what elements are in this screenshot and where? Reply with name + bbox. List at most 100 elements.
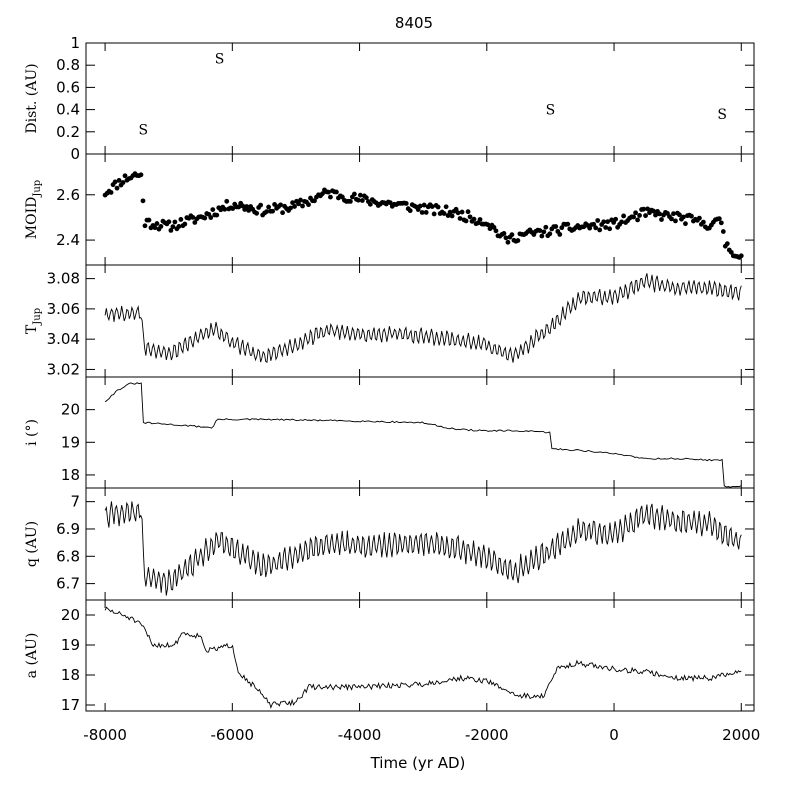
data-point bbox=[720, 229, 726, 234]
data-point bbox=[485, 222, 491, 228]
data-point bbox=[300, 203, 305, 209]
data-point bbox=[689, 213, 694, 219]
data-point bbox=[728, 249, 734, 255]
data-point bbox=[553, 224, 559, 229]
data-point bbox=[671, 211, 676, 217]
data-point bbox=[453, 206, 459, 212]
data-point bbox=[210, 207, 216, 213]
x-tick-label: 2000 bbox=[722, 726, 760, 744]
y-axis-label: Dist. (AU) bbox=[24, 63, 40, 133]
y-tick-label: 18 bbox=[61, 666, 80, 684]
data-point bbox=[359, 198, 365, 203]
series-line bbox=[104, 382, 742, 488]
data-point bbox=[140, 198, 146, 204]
data-point bbox=[266, 204, 272, 210]
y-tick-label: 6.8 bbox=[56, 547, 80, 565]
x-tick-label: -2000 bbox=[465, 726, 509, 744]
y-axis-label: q (AU) bbox=[24, 521, 40, 567]
data-point bbox=[351, 191, 357, 197]
y-tick-label: 6.7 bbox=[56, 575, 80, 593]
data-point bbox=[224, 198, 230, 204]
data-point bbox=[202, 215, 208, 221]
data-point bbox=[296, 201, 301, 207]
data-point bbox=[700, 219, 706, 225]
data-point bbox=[403, 201, 409, 206]
data-point bbox=[443, 204, 449, 210]
annotation-label: S bbox=[138, 123, 148, 139]
annotation-label: S bbox=[215, 52, 225, 68]
data-point bbox=[230, 206, 236, 211]
data-point bbox=[539, 233, 545, 239]
panel-a: 17 18 19 20 a (AU) bbox=[24, 599, 755, 714]
y-tick-label: 3.04 bbox=[47, 330, 80, 348]
y-tick-label: 6.9 bbox=[56, 520, 80, 538]
x-tick-label: -4000 bbox=[338, 726, 382, 744]
data-point bbox=[236, 204, 242, 210]
data-point bbox=[178, 217, 184, 222]
data-point bbox=[431, 211, 437, 217]
panel-moid: 2.4 2.6 MOIDJup bbox=[24, 153, 755, 266]
data-point bbox=[637, 213, 642, 218]
data-point bbox=[292, 204, 297, 209]
panel-q: 6.7 6.8 6.9 7 q (AU) bbox=[24, 487, 755, 601]
data-point bbox=[222, 206, 228, 212]
data-point bbox=[659, 217, 664, 222]
data-point bbox=[621, 213, 627, 219]
data-point bbox=[154, 221, 160, 226]
data-point bbox=[463, 218, 469, 224]
y-axis-label: TJup bbox=[24, 308, 43, 334]
data-point bbox=[421, 202, 427, 208]
data-point bbox=[357, 192, 363, 198]
data-point bbox=[657, 211, 662, 217]
data-point bbox=[635, 217, 640, 223]
data-point bbox=[724, 241, 730, 247]
data-point bbox=[593, 225, 599, 231]
data-point bbox=[306, 202, 311, 208]
data-point bbox=[455, 210, 461, 216]
data-point bbox=[326, 189, 331, 195]
panel-incl: 18 19 20 i (°) bbox=[24, 376, 755, 489]
data-point bbox=[565, 221, 571, 227]
data-point bbox=[112, 179, 118, 185]
chart-title: 8405 bbox=[395, 14, 433, 32]
y-axis-label: a (AU) bbox=[24, 633, 40, 679]
data-point bbox=[493, 228, 499, 234]
y-tick-label: 17 bbox=[61, 696, 80, 714]
data-point bbox=[619, 219, 625, 225]
data-point bbox=[633, 210, 638, 216]
data-point bbox=[168, 227, 174, 233]
data-point bbox=[605, 219, 611, 225]
data-point bbox=[607, 226, 613, 232]
data-point bbox=[683, 221, 688, 227]
data-point bbox=[208, 215, 214, 220]
data-point bbox=[543, 224, 549, 230]
y-tick-label: 0.4 bbox=[56, 101, 80, 119]
data-point bbox=[423, 209, 429, 215]
data-point bbox=[471, 216, 477, 222]
x-tick-label: -8000 bbox=[83, 726, 127, 744]
panel-frame bbox=[85, 264, 755, 378]
data-point bbox=[716, 216, 722, 222]
data-point bbox=[738, 253, 744, 259]
data-point bbox=[363, 195, 369, 201]
y-tick-label: 20 bbox=[61, 401, 80, 419]
panel-frame bbox=[85, 376, 755, 489]
annotation-label: S bbox=[717, 107, 727, 123]
data-point bbox=[328, 194, 333, 200]
data-point bbox=[653, 212, 658, 218]
data-point bbox=[176, 224, 182, 229]
y-tick-label: 0.6 bbox=[56, 78, 80, 96]
data-point bbox=[515, 238, 521, 243]
data-point bbox=[505, 239, 511, 245]
data-point bbox=[591, 221, 597, 227]
data-point bbox=[669, 216, 674, 222]
data-point bbox=[415, 207, 421, 212]
y-tick-label: 1 bbox=[70, 34, 80, 52]
data-point bbox=[347, 199, 353, 204]
data-point bbox=[334, 189, 339, 195]
data-point bbox=[146, 217, 152, 223]
data-point bbox=[643, 213, 648, 219]
data-point bbox=[641, 206, 646, 212]
data-point bbox=[270, 208, 276, 214]
data-point bbox=[613, 216, 619, 222]
